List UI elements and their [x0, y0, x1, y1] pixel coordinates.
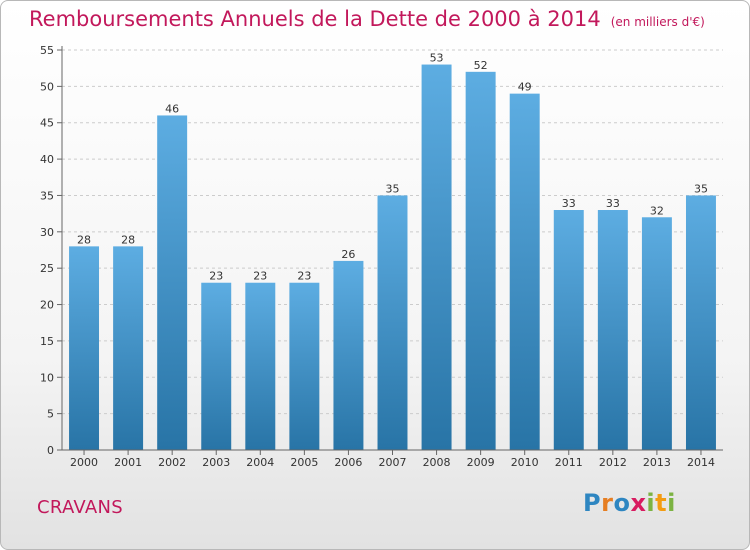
bar-2012: [597, 210, 628, 450]
bar-2002: [157, 115, 188, 451]
data-label-2007: 35: [386, 182, 400, 195]
logo-letter: i: [667, 489, 676, 517]
logo-letter: t: [655, 489, 668, 517]
y-tick-label: 20: [40, 299, 54, 312]
y-tick-label: 0: [47, 444, 54, 457]
logo-letter: x: [630, 489, 647, 517]
bar-2011: [553, 210, 584, 450]
y-tick-label: 15: [40, 335, 54, 348]
y-tick-label: 5: [47, 408, 54, 421]
data-label-2006: 26: [341, 248, 355, 261]
chart-title-text: Remboursements Annuels de la Dette de 20…: [29, 7, 601, 31]
y-tick-label: 45: [40, 117, 54, 130]
x-tick-label-2009: 2009: [467, 456, 495, 469]
data-label-2002: 46: [165, 102, 179, 115]
bars: [69, 64, 716, 451]
x-tick-label-2002: 2002: [158, 456, 186, 469]
x-tick-label-2008: 2008: [423, 456, 451, 469]
x-tick-label-2012: 2012: [599, 456, 627, 469]
logo-letter: o: [613, 489, 631, 517]
x-tick-label-2011: 2011: [555, 456, 583, 469]
axes: [57, 46, 723, 455]
x-tick-label-2007: 2007: [379, 456, 407, 469]
bar-2008: [421, 64, 452, 450]
y-tick-label: 10: [40, 371, 54, 384]
data-label-2003: 23: [209, 270, 223, 283]
x-tick-label-2010: 2010: [511, 456, 539, 469]
data-label-2008: 53: [430, 52, 444, 65]
y-tick-label: 30: [40, 226, 54, 239]
bar-2010: [509, 93, 540, 451]
y-tick-label: 40: [40, 153, 54, 166]
data-label-2004: 23: [253, 270, 267, 283]
logo-letter: i: [646, 489, 656, 517]
x-tick-label-2003: 2003: [202, 456, 230, 469]
bar-2007: [377, 195, 408, 450]
logo-letter: P: [583, 489, 602, 517]
location-label: CRAVANS: [37, 497, 123, 518]
data-label-2000: 28: [77, 233, 91, 246]
x-tick-label-2014: 2014: [687, 456, 715, 469]
bar-2000: [69, 246, 100, 450]
x-tick-label-2004: 2004: [246, 456, 274, 469]
bar-2013: [641, 217, 672, 450]
bar-2014: [685, 195, 716, 450]
bar-2006: [333, 260, 364, 450]
bar-2009: [465, 71, 496, 451]
data-label-2011: 33: [562, 197, 576, 210]
data-label-2001: 28: [121, 233, 135, 246]
x-tick-label-2005: 2005: [290, 456, 318, 469]
x-tick-label-2000: 2000: [70, 456, 98, 469]
bar-2001: [113, 246, 144, 450]
x-tick-label-2013: 2013: [643, 456, 671, 469]
proxiti-logo: Proxiti: [583, 489, 676, 517]
labels: 0 5 10 15 20 25 30 35 40 45 50 55 28 2000 28 2001 46 2002…: [40, 44, 715, 469]
data-label-2012: 33: [606, 197, 620, 210]
y-tick-label: 50: [40, 80, 54, 93]
y-tick-label: 35: [40, 189, 54, 202]
y-tick-label: 25: [40, 262, 54, 275]
data-label-2005: 23: [297, 270, 311, 283]
data-label-2009: 52: [474, 59, 488, 72]
logo-letter: r: [601, 489, 614, 517]
data-label-2014: 35: [694, 182, 708, 195]
data-label-2010: 49: [518, 81, 532, 94]
x-tick-label-2006: 2006: [334, 456, 362, 469]
bar-2003: [201, 282, 232, 450]
y-tick-label: 55: [40, 44, 54, 57]
chart-unit: (en milliers d'€): [610, 15, 705, 29]
x-tick-label-2001: 2001: [114, 456, 142, 469]
bar-2004: [245, 282, 276, 450]
chart-title: Remboursements Annuels de la Dette de 20…: [29, 7, 705, 31]
bar-2005: [289, 282, 320, 450]
data-label-2013: 32: [650, 204, 664, 217]
